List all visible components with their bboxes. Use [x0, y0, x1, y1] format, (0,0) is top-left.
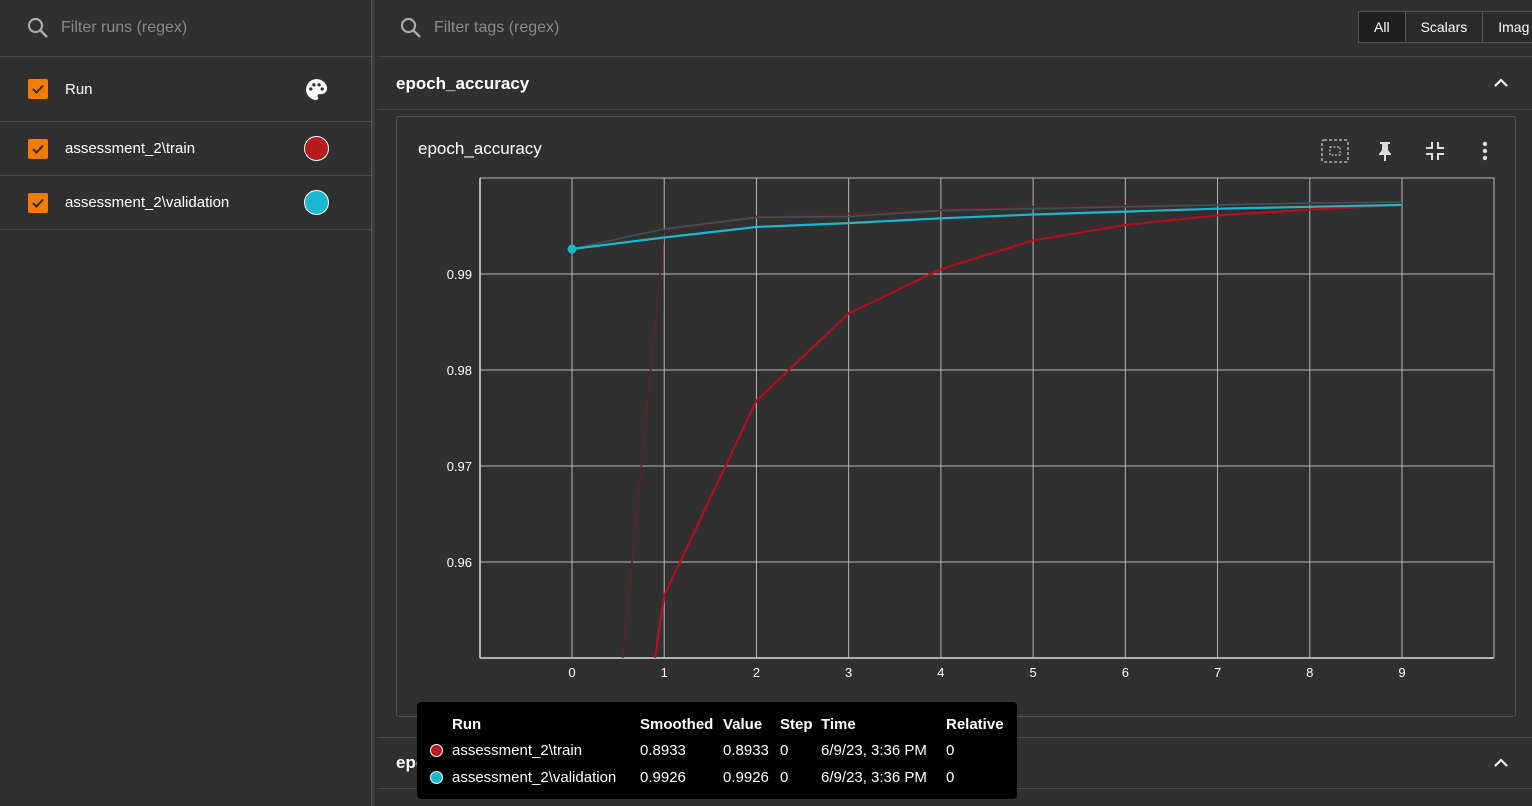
tooltip-run-color-dot [430, 744, 443, 757]
run-color-swatch[interactable] [304, 190, 329, 215]
tab-scalars[interactable]: Scalars [1405, 12, 1484, 42]
y-tick-label: 0.98 [447, 363, 472, 378]
check-icon [32, 84, 44, 94]
x-tick-label: 7 [1214, 665, 1221, 680]
tooltip-run: assessment_2\validation [452, 769, 617, 786]
check-icon [32, 144, 44, 154]
x-tick-label: 9 [1398, 665, 1405, 680]
run-color-swatch[interactable] [304, 136, 329, 161]
chart-grid [480, 177, 1495, 658]
chart-title: epoch_accuracy [418, 139, 542, 158]
search-icon [400, 17, 421, 38]
run-checkbox[interactable] [28, 138, 48, 159]
tags-filter-input[interactable]: Filter tags (regex) [434, 19, 560, 36]
pin-button[interactable] [1371, 137, 1399, 165]
tooltip-value: 0.8933 [723, 742, 769, 759]
series-line [653, 203, 1403, 659]
tooltip-header-smoothed: Smoothed [640, 716, 714, 733]
select-all-checkbox[interactable] [28, 79, 48, 99]
tooltip-run-color-dot [430, 771, 443, 784]
tooltip-value: 0.9926 [723, 769, 769, 786]
tooltip-time: 6/9/23, 3:36 PM [821, 769, 927, 786]
search-icon [27, 17, 48, 38]
panel-resizer[interactable] [372, 0, 376, 806]
chart-tick-labels: 0 1 2 3 4 5 6 7 8 9 0.96 0.97 0.98 0.99 [447, 267, 1406, 680]
run-label: assessment_2\validation [65, 194, 230, 211]
tooltip-header-step: Step [780, 716, 813, 733]
section-title: epoch_accuracy [396, 73, 530, 93]
chart-tooltip: Run Smoothed Value Step Time Relative as… [417, 702, 1017, 799]
runs-panel: Filter runs (regex) Run assessment_2\tra… [0, 0, 372, 806]
x-tick-label: 5 [1029, 665, 1036, 680]
tooltip-step: 0 [780, 742, 789, 759]
tags-filter[interactable]: Filter tags (regex) All Scalars Imag [377, 0, 1532, 57]
tooltip-header-run: Run [452, 716, 482, 733]
palette-icon[interactable] [304, 77, 329, 102]
tooltip-relative: 0 [946, 742, 955, 759]
check-icon [32, 198, 44, 208]
chart-card: epoch_accuracy [396, 116, 1516, 717]
tooltip-step: 0 [780, 769, 789, 786]
tooltip-smoothed: 0.8933 [640, 742, 686, 759]
tooltip-header-time: Time [821, 716, 856, 733]
tooltip-run: assessment_2\train [452, 742, 583, 759]
runs-filter-input[interactable]: Filter runs (regex) [61, 19, 188, 36]
section-epoch-accuracy[interactable]: epoch_accuracy [377, 58, 1532, 110]
fit-domain-icon [1321, 139, 1349, 163]
x-tick-label: 2 [753, 665, 760, 680]
fit-domain-button[interactable] [1321, 137, 1349, 165]
tooltip-smoothed: 0.9926 [640, 769, 686, 786]
x-tick-label: 0 [568, 665, 575, 680]
chart-series [567, 201, 1403, 659]
collapse-card-button[interactable] [1421, 137, 1449, 165]
runs-filter[interactable]: Filter runs (regex) [0, 0, 371, 57]
y-tick-label: 0.96 [447, 555, 472, 570]
runs-header-row: Run [0, 57, 371, 122]
tooltip-relative: 0 [946, 769, 955, 786]
chart-axes [479, 178, 1494, 659]
collapse-icon [1426, 142, 1444, 160]
type-filter-tabs: All Scalars Imag [1358, 11, 1532, 43]
y-tick-label: 0.97 [447, 459, 472, 474]
series-line [571, 203, 1403, 251]
y-tick-label: 0.99 [447, 267, 472, 282]
x-tick-label: 6 [1122, 665, 1129, 680]
series-line [621, 202, 1403, 659]
tab-all[interactable]: All [1359, 12, 1406, 42]
pin-icon [1379, 142, 1391, 161]
x-tick-label: 1 [661, 665, 668, 680]
main-panel: Filter tags (regex) All Scalars Imag epo… [377, 0, 1532, 806]
run-row: assessment_2\validation [0, 176, 371, 230]
chevron-up-icon[interactable] [1492, 74, 1510, 92]
tab-images[interactable]: Imag [1483, 12, 1532, 42]
x-tick-label: 8 [1306, 665, 1313, 680]
x-tick-label: 3 [845, 665, 852, 680]
run-row: assessment_2\train [0, 122, 371, 176]
run-checkbox[interactable] [28, 192, 48, 213]
more-options-button[interactable] [1471, 137, 1499, 165]
hover-point-marker [567, 244, 577, 254]
run-label: assessment_2\train [65, 140, 196, 157]
tooltip-header-relative: Relative [946, 716, 1004, 733]
more-vert-icon [1482, 141, 1488, 161]
tooltip-time: 6/9/23, 3:36 PM [821, 742, 927, 759]
chevron-up-icon[interactable] [1492, 754, 1510, 772]
runs-header-label: Run [65, 80, 93, 98]
series-line [571, 201, 1403, 250]
tooltip-header-value: Value [723, 716, 763, 733]
x-tick-label: 4 [937, 665, 944, 680]
